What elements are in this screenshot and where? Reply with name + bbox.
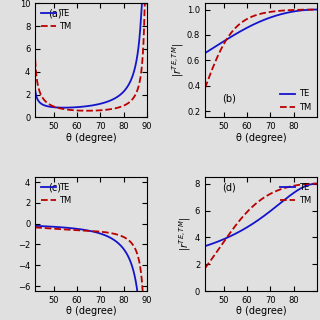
- Text: (d): (d): [222, 183, 236, 193]
- Legend: TE, TM: TE, TM: [279, 88, 313, 113]
- Text: (c): (c): [49, 183, 62, 193]
- X-axis label: θ (degree): θ (degree): [66, 133, 116, 143]
- Y-axis label: $|r^{TE,TM}|$: $|r^{TE,TM}|$: [170, 43, 186, 77]
- Legend: TE, TM: TE, TM: [39, 181, 73, 207]
- Y-axis label: $|r^{TE,TM}|$: $|r^{TE,TM}|$: [178, 217, 193, 251]
- X-axis label: θ (degree): θ (degree): [236, 133, 286, 143]
- Text: (a): (a): [49, 9, 62, 19]
- Legend: TE, TM: TE, TM: [39, 7, 73, 33]
- Legend: TE, TM: TE, TM: [279, 181, 313, 207]
- X-axis label: θ (degree): θ (degree): [236, 307, 286, 316]
- Text: (b): (b): [222, 94, 236, 104]
- X-axis label: θ (degree): θ (degree): [66, 307, 116, 316]
